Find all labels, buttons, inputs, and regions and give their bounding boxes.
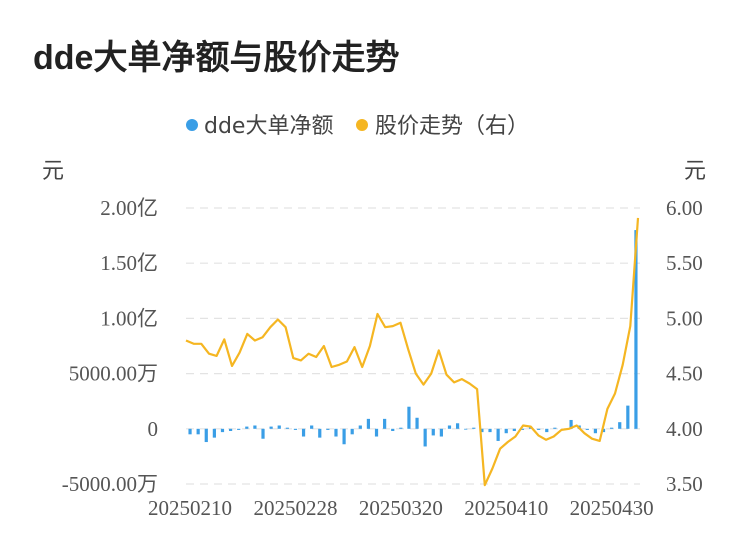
dde-bar <box>188 428 192 435</box>
dde-bar <box>383 418 387 429</box>
left-tick-label: 0 <box>148 417 159 441</box>
right-axis-unit: 元 <box>684 159 706 184</box>
price-line <box>185 217 640 487</box>
dde-bar <box>601 428 606 433</box>
left-tick-label: 5000.00万 <box>69 362 158 386</box>
right-tick-label: 6.00 <box>666 196 703 220</box>
left-tick-label: 1.00亿 <box>100 306 158 330</box>
dde-bar <box>228 428 233 432</box>
dde-bar <box>293 428 298 430</box>
dde-bar <box>512 428 516 432</box>
dde-bar <box>464 428 468 430</box>
dde-bar <box>447 425 452 429</box>
x-tick-label: 20250430 <box>570 496 654 520</box>
dde-bar <box>245 426 249 429</box>
dde-bar <box>269 426 273 429</box>
legend: dde大单净额 股价走势（右） <box>186 114 529 139</box>
dde-bar <box>366 418 371 429</box>
right-tick-label: 4.50 <box>666 362 703 386</box>
dde-bar <box>391 428 395 432</box>
dde-bar <box>455 423 460 429</box>
dde-bar <box>634 230 638 429</box>
dde-bar <box>585 428 589 430</box>
dde-bar <box>407 406 411 429</box>
x-tick-label: 20250410 <box>464 496 548 520</box>
dde-bar <box>196 428 200 435</box>
dde-bar <box>545 428 549 433</box>
dde-bar <box>342 428 346 445</box>
dde-bar <box>439 428 443 437</box>
dde-bar <box>350 428 354 435</box>
dde-bar <box>431 428 435 436</box>
dde-bars <box>188 230 638 447</box>
right-tick-label: 3.50 <box>666 472 703 496</box>
dde-bar <box>488 428 492 433</box>
x-tick-label: 20250210 <box>148 496 232 520</box>
x-tick-label: 20250228 <box>253 496 337 520</box>
dde-bar <box>520 428 525 430</box>
grid <box>186 207 640 485</box>
price-line-path <box>185 217 640 487</box>
dde-bar <box>618 422 622 429</box>
legend-marker-1 <box>356 119 368 131</box>
x-tick-label: 20250320 <box>359 496 443 520</box>
dde-bar <box>318 428 322 438</box>
left-tick-label: 2.00亿 <box>100 196 158 220</box>
dde-bar <box>496 428 500 441</box>
dde-bar <box>261 428 265 439</box>
dde-bar <box>415 417 419 429</box>
dde-bar <box>334 428 338 437</box>
right-tick-label: 5.50 <box>666 251 703 275</box>
dde-bar <box>472 427 476 429</box>
dde-bar <box>285 427 289 429</box>
dde-bar <box>569 419 573 429</box>
dde-bar <box>626 405 630 429</box>
dde-bar <box>358 425 362 429</box>
x-axis-ticks: 20250210 20250228 20250320 20250410 20250430 <box>148 496 654 520</box>
dde-bar <box>212 428 216 438</box>
dde-bar <box>310 425 314 429</box>
legend-label-0: dde大单净额 <box>204 114 333 139</box>
dde-bar <box>237 428 241 430</box>
dde-bar <box>253 425 257 429</box>
dde-bar <box>480 428 484 433</box>
dde-bar <box>610 427 614 429</box>
dde-bar <box>277 425 281 429</box>
left-axis-ticks: 2.00亿 1.50亿 1.00亿 5000.00万 0 -5000.00万 <box>62 196 158 496</box>
dde-bar <box>301 428 306 437</box>
dde-bar <box>204 428 208 443</box>
dde-bar <box>593 428 598 434</box>
dde-bar <box>537 428 541 430</box>
legend-label-1: 股价走势（右） <box>375 114 529 139</box>
dde-bar <box>326 428 330 430</box>
legend-marker-0 <box>186 119 198 131</box>
chart-title: dde大单净额与股价走势 <box>33 39 400 77</box>
left-axis-unit: 元 <box>42 159 64 184</box>
right-tick-label: 5.00 <box>666 306 703 330</box>
dde-bar <box>553 427 557 429</box>
left-tick-label: 1.50亿 <box>100 251 158 275</box>
right-tick-label: 4.00 <box>666 417 703 441</box>
dde-bar <box>423 428 427 447</box>
right-axis-ticks: 6.00 5.50 5.00 4.50 4.00 3.50 <box>666 196 703 496</box>
dde-bar <box>504 428 508 434</box>
dde-bar <box>220 428 225 433</box>
dde-bar <box>374 428 379 437</box>
dde-bar <box>399 427 403 429</box>
left-tick-label: -5000.00万 <box>62 472 158 496</box>
